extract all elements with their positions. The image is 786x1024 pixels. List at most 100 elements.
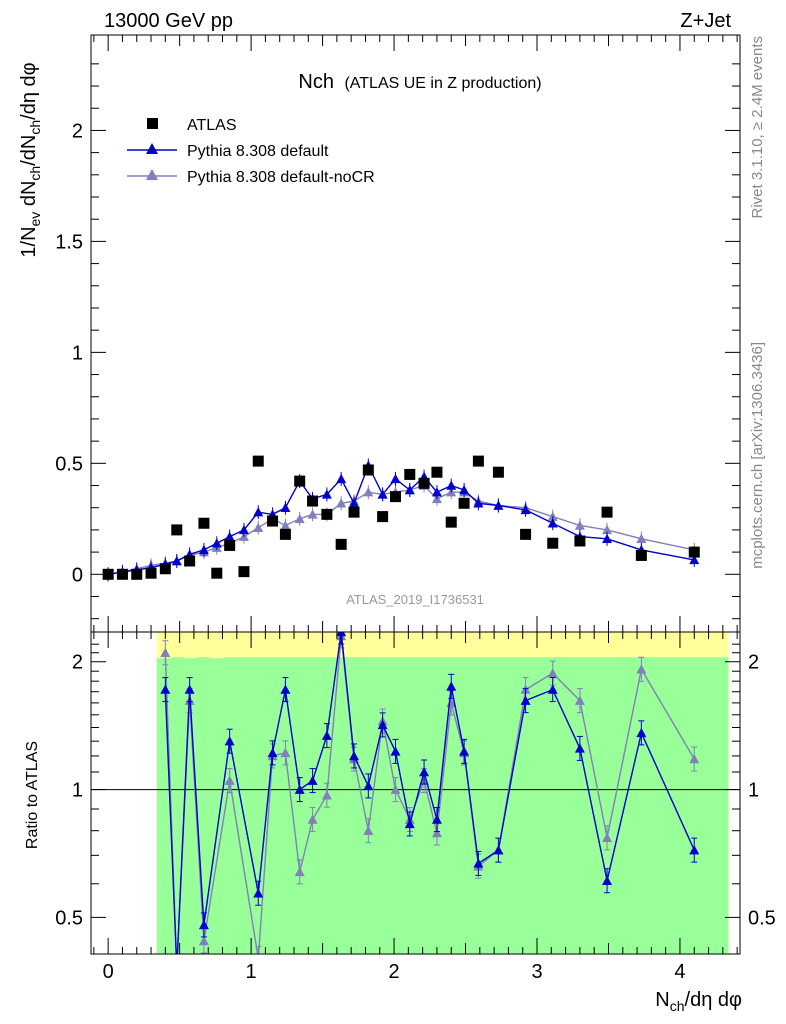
ratio-point-nocr xyxy=(574,695,585,705)
ratio-point-nocr xyxy=(602,832,613,843)
main-point-nocr xyxy=(307,509,318,519)
ratio-point-nocr xyxy=(390,784,401,794)
ratio-point-nocr xyxy=(160,647,171,657)
ratio-point-default xyxy=(689,845,700,855)
main-point-atlas xyxy=(404,468,416,480)
ratio-point-default xyxy=(336,632,347,637)
main-point-default xyxy=(253,507,264,517)
main-point-atlas xyxy=(418,477,430,489)
legend-marker-atlas xyxy=(147,118,158,129)
main-point-default xyxy=(404,484,415,495)
main-point-atlas xyxy=(307,495,319,507)
ratio-point-default xyxy=(602,875,613,885)
analysis-watermark: ATLAS_2019_I1736531 xyxy=(346,592,484,607)
header-left: 13000 GeV pp xyxy=(104,10,233,32)
main-y-axis-label: 1/Nev dNch/dNch/dη dφ xyxy=(18,62,43,257)
main-point-atlas xyxy=(547,537,559,549)
main-point-atlas xyxy=(362,464,374,476)
ratio-y-tick-label-right: 1 xyxy=(748,780,759,802)
main-point-default xyxy=(349,498,360,508)
main-y-tick-label: 1 xyxy=(72,342,83,364)
ratio-point-default xyxy=(224,736,235,746)
main-point-nocr xyxy=(280,520,291,530)
legend-marker-default xyxy=(146,143,158,154)
main-y-tick-label: 2 xyxy=(72,120,83,142)
ratio-point-default xyxy=(172,963,182,972)
main-point-atlas xyxy=(184,555,196,567)
main-point-atlas xyxy=(574,535,586,547)
main-point-nocr xyxy=(636,533,647,544)
ratio-point-nocr xyxy=(294,866,305,877)
ratio-point-default xyxy=(390,746,401,756)
main-point-atlas xyxy=(145,567,157,579)
header-right: Z+Jet xyxy=(680,10,731,32)
main-point-default xyxy=(602,533,613,544)
main-point-atlas xyxy=(389,491,401,503)
ratio-y-tick-label-right: 0.5 xyxy=(748,907,776,929)
plot-title: Nch (ATLAS UE in Z production) xyxy=(298,71,541,93)
x-tick-label: 3 xyxy=(531,961,542,983)
main-point-default xyxy=(520,504,531,515)
main-point-atlas xyxy=(252,455,264,467)
ratio-point-default xyxy=(363,780,374,791)
main-point-atlas xyxy=(238,566,250,578)
ratio-point-default xyxy=(459,746,470,756)
main-point-default xyxy=(689,554,700,565)
main-point-atlas xyxy=(458,497,470,509)
ratio-point-nocr xyxy=(198,935,209,946)
ratio-point-default xyxy=(574,743,585,753)
ratio-point-nocr xyxy=(547,668,558,678)
ratio-point-default xyxy=(160,684,171,694)
plot-title-sub: (ATLAS UE in Z production) xyxy=(344,75,541,92)
main-point-default xyxy=(280,502,291,512)
ratio-point-nocr xyxy=(307,814,318,824)
ratio-point-nocr xyxy=(224,775,235,785)
main-point-nocr xyxy=(574,520,585,530)
side-text-rivet: Rivet 3.1.10, ≥ 2.4M events xyxy=(749,36,766,219)
main-point-default xyxy=(431,487,442,497)
ratio-point-default xyxy=(321,730,332,740)
ratio-y-tick-label: 2 xyxy=(72,652,83,674)
main-point-atlas xyxy=(267,515,279,527)
ratio-point-default xyxy=(431,814,442,824)
main-line-default xyxy=(108,463,695,575)
main-series-layer xyxy=(102,455,700,582)
main-point-atlas xyxy=(348,506,360,518)
main-point-atlas xyxy=(116,568,128,580)
ratio-point-default xyxy=(198,919,209,930)
main-point-default xyxy=(493,500,504,510)
main-point-atlas xyxy=(131,568,143,580)
main-point-default xyxy=(171,555,182,566)
main-point-nocr xyxy=(294,513,305,524)
main-point-default xyxy=(547,518,558,528)
main-point-default xyxy=(473,498,484,508)
legend-marker-nocr xyxy=(146,169,158,180)
ratio-point-nocr xyxy=(321,790,332,800)
main-point-atlas xyxy=(688,546,700,558)
ratio-point-default xyxy=(349,750,360,761)
main-point-atlas xyxy=(211,567,223,579)
ratio-point-default xyxy=(404,818,415,829)
ratio-point-default xyxy=(473,858,484,868)
ratio-series-layer xyxy=(160,632,700,972)
x-tick-label: 0 xyxy=(103,961,114,983)
main-point-atlas xyxy=(279,528,291,540)
ratio-point-default xyxy=(280,684,291,694)
main-y-tick-label: 0.5 xyxy=(55,453,83,475)
main-point-atlas xyxy=(294,475,306,487)
ratio-point-default xyxy=(547,684,558,694)
main-point-default xyxy=(211,538,222,548)
ratio-band-yellow-bin xyxy=(183,632,197,659)
main-point-atlas xyxy=(321,508,333,520)
ratio-band-green xyxy=(156,657,729,954)
ratio-point-nocr xyxy=(280,747,291,758)
main-point-atlas xyxy=(635,549,647,561)
ratio-band-yellow-bin xyxy=(209,632,224,659)
main-point-default xyxy=(446,480,457,490)
ratio-point-default xyxy=(294,784,305,794)
x-tick-label: 4 xyxy=(674,961,685,983)
legend: ATLAS Pythia 8.308 default Pythia 8.308 … xyxy=(127,117,375,186)
ratio-point-default xyxy=(253,888,264,898)
ratio-point-default xyxy=(307,775,318,785)
ratio-y-axis-label: Ratio to ATLAS xyxy=(24,741,41,849)
